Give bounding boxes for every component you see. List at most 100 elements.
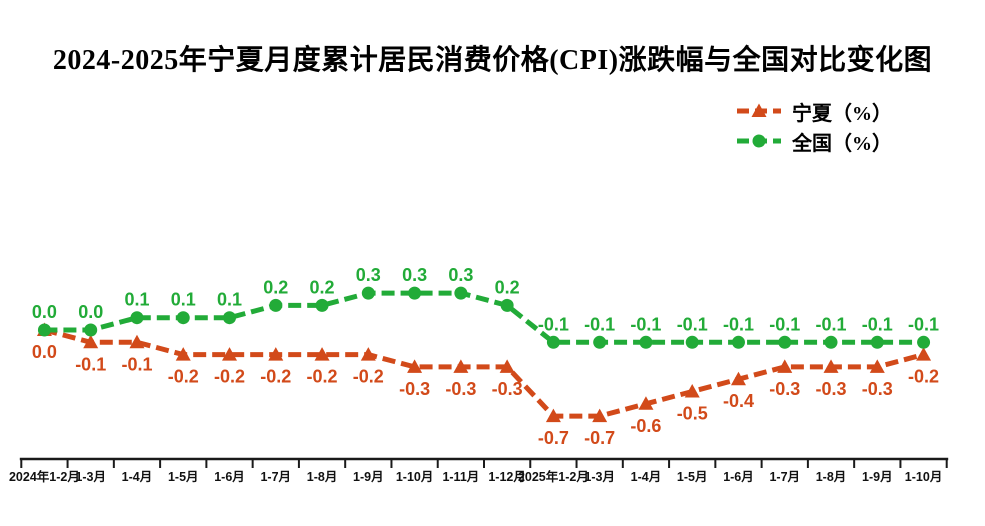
marker-circle — [37, 323, 51, 337]
x-axis-label: 1-12月 — [488, 470, 526, 484]
marker-triangle — [360, 347, 376, 361]
marker-triangle — [592, 408, 608, 423]
marker-triangle — [407, 359, 423, 373]
marker-circle — [315, 298, 329, 312]
data-label: 0.3 — [402, 265, 427, 285]
data-label: 0.0 — [32, 342, 57, 362]
marker-circle — [593, 335, 607, 349]
marker-circle — [269, 298, 283, 312]
x-axis-label: 1-4月 — [122, 470, 153, 484]
marker-triangle — [730, 371, 746, 386]
marker-circle — [454, 286, 468, 300]
x-axis-label: 1-5月 — [677, 470, 708, 484]
chart-title: 2024-2025年宁夏月度累计居民消费价格(CPI)涨跌幅与全国对比变化图 — [52, 45, 933, 76]
data-label: -0.3 — [862, 379, 893, 399]
data-label: 0.2 — [263, 277, 288, 297]
data-label: 0.1 — [217, 290, 242, 310]
marker-triangle — [869, 359, 885, 373]
data-label: -0.1 — [630, 314, 661, 334]
marker-circle — [500, 298, 514, 312]
x-axis-label: 1-3月 — [584, 470, 615, 484]
data-label: -0.1 — [121, 354, 152, 374]
data-label: -0.2 — [353, 367, 384, 387]
data-label: -0.2 — [168, 367, 199, 387]
data-label: -0.4 — [723, 391, 754, 411]
marker-triangle — [823, 359, 839, 373]
legend: 宁夏（%） 全国（%） — [736, 96, 892, 156]
marker-triangle — [222, 347, 238, 361]
series-line — [43, 327, 925, 419]
data-label: 0.0 — [32, 302, 57, 322]
data-label: -0.1 — [584, 314, 615, 334]
data-label: -0.1 — [723, 314, 754, 334]
data-label: -0.3 — [769, 379, 800, 399]
data-label: -0.3 — [445, 379, 476, 399]
marker-triangle — [175, 347, 191, 361]
legend-marker-circle-icon — [737, 134, 781, 148]
x-axis-label: 1-3月 — [75, 470, 106, 484]
data-label: -0.7 — [538, 428, 569, 448]
marker-triangle — [916, 347, 932, 361]
data-label: -0.2 — [908, 367, 939, 387]
legend-item-quanguo: 全国（%） — [736, 126, 892, 156]
legend-marker — [752, 134, 766, 148]
data-label: -0.2 — [260, 367, 291, 387]
x-axis-label: 1-5月 — [168, 470, 199, 484]
data-label: -0.1 — [816, 314, 847, 334]
data-label: -0.1 — [75, 354, 106, 374]
marker-triangle — [638, 396, 654, 410]
legend-label-quanguo: 全国（%） — [792, 132, 892, 155]
x-axis-label: 1-8月 — [816, 470, 847, 484]
x-axis-label: 1-8月 — [307, 470, 338, 484]
data-label: -0.3 — [492, 379, 523, 399]
data-label: 0.3 — [356, 265, 381, 285]
marker-circle — [408, 286, 422, 300]
data-label: -0.6 — [630, 416, 661, 436]
marker-circle — [778, 335, 792, 349]
marker-circle — [824, 335, 838, 349]
x-axis-label: 1-9月 — [353, 470, 384, 484]
x-axis-labels: 2024年1-2月1-3月 1-4月 1-5月 1-6月 1-7月 1-8月 1-9月 1-1… — [9, 469, 942, 484]
series-quanguo: 0.0 0.0 0.1 0.1 0.1 0.2 0.2 0.3 0.3 0.3 0.2 -0.1 -0.… — [32, 265, 939, 349]
data-label: -0.1 — [677, 314, 708, 334]
marker-circle — [917, 335, 931, 349]
x-axis-label: 1-10月 — [396, 470, 434, 484]
marker-circle — [870, 335, 884, 349]
marker-circle — [130, 311, 144, 325]
data-label: -0.1 — [769, 314, 800, 334]
series-line — [44, 290, 924, 345]
data-label: -0.7 — [584, 428, 615, 448]
data-label: 0.2 — [495, 277, 520, 297]
marker-circle — [361, 286, 375, 300]
x-axis-label: 1-7月 — [260, 470, 291, 484]
x-axis-label: 2025年1-2月 — [518, 469, 589, 484]
data-label: -0.2 — [214, 367, 245, 387]
x-axis-label: 1-6月 — [214, 470, 245, 484]
data-label: -0.1 — [538, 314, 569, 334]
marker-circle — [546, 335, 560, 349]
marker-triangle — [545, 408, 561, 423]
legend-label-ningxia: 宁夏（%） — [792, 102, 892, 125]
data-label: 0.2 — [310, 277, 335, 297]
x-axis-label: 1-6月 — [723, 470, 754, 484]
x-axis — [19, 457, 949, 468]
marker-circle — [223, 311, 237, 325]
legend-item-ningxia: 宁夏（%） — [736, 96, 892, 126]
x-axis-label: 1-11月 — [442, 470, 479, 484]
marker-circle — [731, 335, 745, 349]
marker-circle — [685, 335, 699, 349]
data-label: -0.3 — [399, 379, 430, 399]
marker-triangle — [777, 359, 793, 373]
data-label: -0.3 — [816, 379, 847, 399]
marker-circle — [176, 311, 190, 325]
marker-circle — [639, 335, 653, 349]
data-label: -0.5 — [677, 404, 708, 424]
x-axis-label: 1-7月 — [769, 470, 800, 484]
data-label: 0.3 — [448, 265, 473, 285]
data-label: -0.2 — [307, 367, 338, 387]
marker-triangle — [83, 334, 99, 349]
data-label: 0.0 — [78, 302, 103, 322]
marker-triangle — [499, 359, 515, 373]
